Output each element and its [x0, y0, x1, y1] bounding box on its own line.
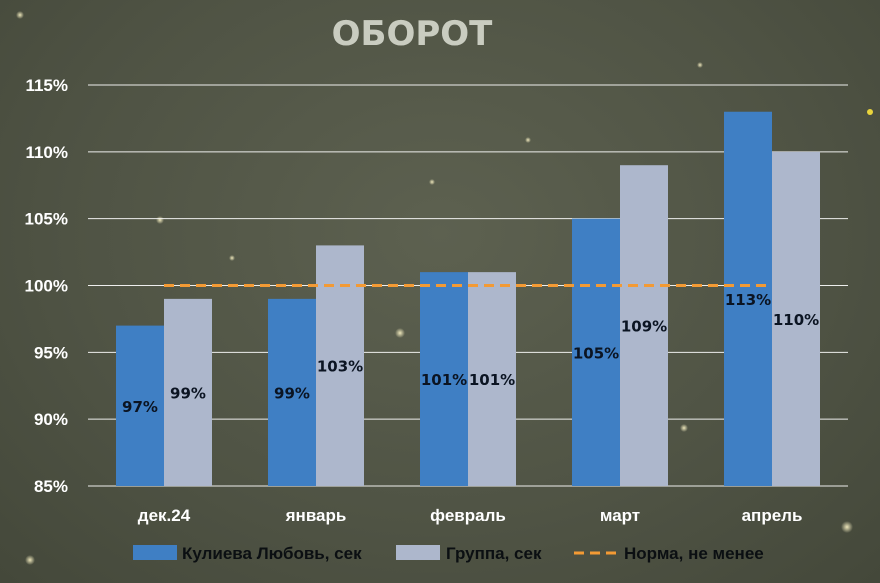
y-tick-label: 115% — [25, 76, 68, 95]
y-tick-label: 85% — [34, 477, 68, 496]
legend-swatch-employee — [133, 545, 177, 560]
chart-title: ОБОРОТ — [332, 14, 494, 54]
data-label: 105% — [573, 344, 619, 362]
data-label: 109% — [621, 318, 667, 336]
x-category-label: апрель — [742, 506, 803, 525]
bars — [116, 111, 820, 487]
x-axis-categories: дек.24 январь февраль март апрель — [138, 506, 803, 525]
bar-employee — [116, 325, 164, 486]
legend-label-employee: Кулиева Любовь, сек — [182, 544, 362, 563]
bar-group — [620, 165, 668, 486]
y-tick-label: 100% — [25, 277, 68, 296]
data-label: 103% — [317, 358, 363, 376]
data-label: 101% — [421, 371, 467, 389]
data-label: 99% — [170, 384, 206, 402]
y-tick-label: 90% — [34, 410, 68, 429]
x-category-label: март — [600, 506, 640, 525]
legend-label-group: Группа, сек — [446, 544, 542, 563]
y-tick-label: 110% — [25, 143, 68, 162]
legend-swatch-group — [396, 545, 440, 560]
legend: Кулиева Любовь, сек Группа, сек Норма, не … — [133, 544, 764, 563]
bar-group — [772, 151, 820, 487]
background-sparkles — [16, 11, 873, 565]
data-label: 110% — [773, 311, 819, 329]
bar-group — [468, 272, 516, 486]
data-label: 99% — [274, 384, 310, 402]
legend-label-norm: Норма, не менее — [624, 544, 764, 563]
bar-group — [164, 298, 212, 486]
bar-employee — [420, 272, 468, 486]
data-label: 97% — [122, 398, 158, 416]
x-category-label: февраль — [430, 506, 506, 525]
bar-employee — [724, 111, 772, 486]
bar-employee — [572, 218, 620, 486]
data-label: 101% — [469, 371, 515, 389]
data-labels: 97% 99% 99% 103% 101% 101% 105%109% 113%110% — [122, 291, 819, 416]
y-tick-label: 95% — [34, 343, 68, 362]
bar-employee — [268, 298, 316, 486]
y-axis-ticks: 85% 90% 95% 100% 105% 110% 115% — [25, 76, 68, 496]
x-category-label: январь — [285, 506, 347, 525]
x-category-label: дек.24 — [138, 506, 191, 525]
y-tick-label: 105% — [25, 210, 68, 229]
data-label: 113% — [725, 291, 771, 309]
